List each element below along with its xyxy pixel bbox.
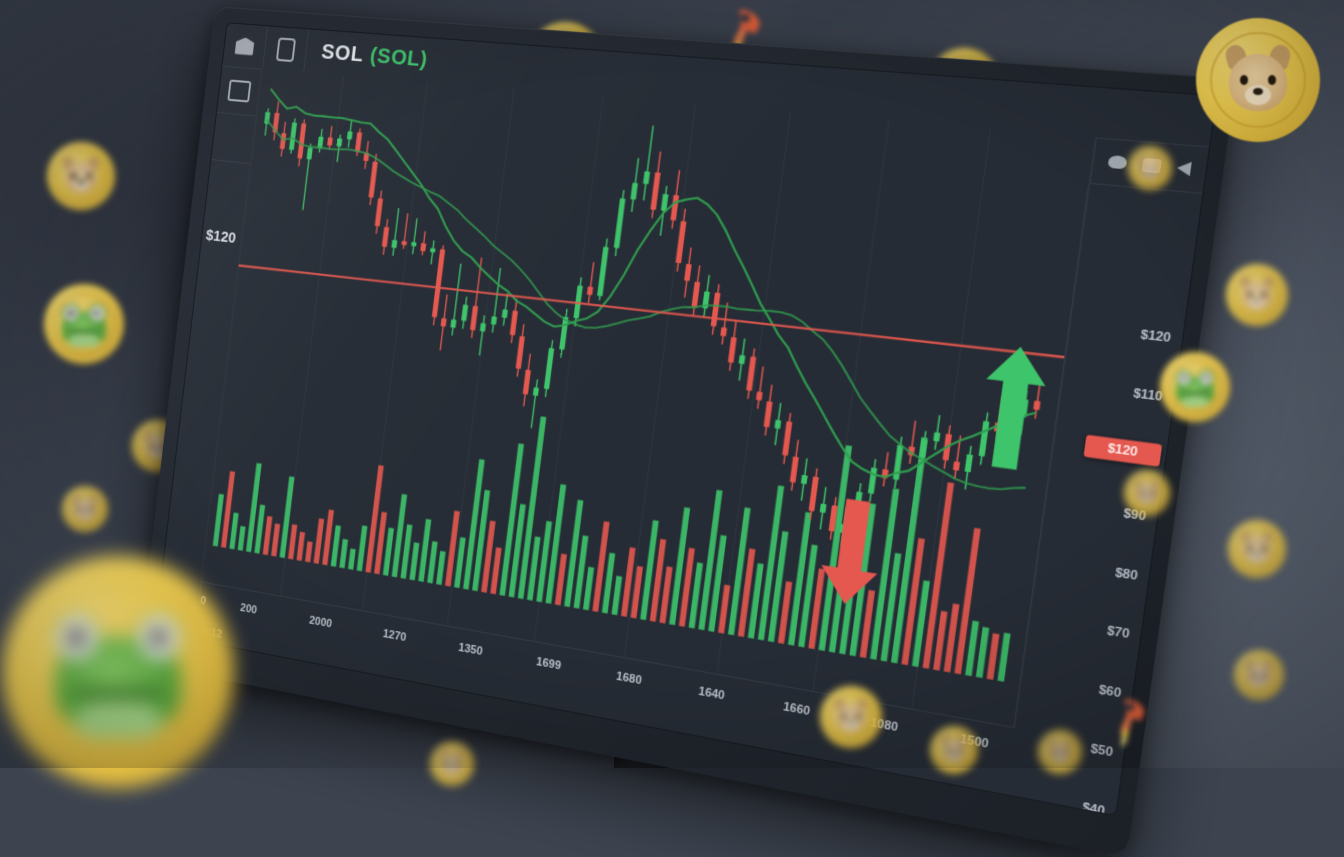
monitor-screen: SOL (SOL) $120 bbox=[155, 23, 1217, 816]
doge-face bbox=[1238, 276, 1276, 314]
toolbar-item-bank[interactable] bbox=[222, 23, 269, 69]
doge-coin bbox=[1124, 470, 1170, 516]
time-tick: 200 bbox=[239, 601, 258, 617]
rocket-icon bbox=[1095, 685, 1164, 754]
candlestick-chart bbox=[201, 69, 1096, 728]
symbol-base: SOL bbox=[320, 39, 366, 67]
doge-face bbox=[1239, 531, 1275, 567]
pepe-coin bbox=[44, 284, 124, 364]
doge-face bbox=[1046, 738, 1073, 765]
cloud-icon[interactable] bbox=[1107, 154, 1128, 170]
time-tick: 1699 bbox=[535, 655, 562, 673]
time-tick: 1660 bbox=[782, 700, 811, 719]
price-tick: $70 bbox=[1105, 624, 1131, 643]
doge-coin bbox=[1128, 146, 1172, 190]
doge-coin bbox=[1228, 520, 1286, 578]
doge-coin bbox=[1038, 730, 1082, 774]
doge-face bbox=[438, 750, 465, 777]
pepe-face bbox=[1173, 365, 1216, 408]
rail-item-screen[interactable] bbox=[216, 65, 263, 117]
doge-face bbox=[71, 495, 100, 524]
trading-app: SOL (SOL) $120 bbox=[155, 23, 1217, 816]
bank-icon bbox=[235, 37, 255, 56]
doge-coin bbox=[1226, 264, 1288, 326]
doge-coin bbox=[820, 686, 882, 748]
doge-face bbox=[939, 735, 969, 765]
doge-face bbox=[1220, 42, 1297, 119]
time-tick: 2000 bbox=[308, 614, 333, 631]
doge-coin bbox=[1234, 650, 1284, 700]
toolbar-item-lock[interactable] bbox=[262, 26, 310, 73]
doge-coin bbox=[47, 142, 115, 210]
pepe-coin bbox=[1160, 352, 1230, 422]
screen-icon bbox=[227, 78, 252, 103]
lock-icon bbox=[275, 36, 296, 62]
time-tick: 1680 bbox=[615, 670, 643, 688]
doge-face bbox=[832, 698, 870, 736]
doge-face bbox=[1244, 659, 1275, 691]
pepe-coin bbox=[2, 556, 234, 788]
price-tick: $40 bbox=[1081, 800, 1106, 816]
rail-item-candle[interactable] bbox=[211, 112, 257, 165]
pepe-face bbox=[46, 600, 190, 744]
speaker-icon[interactable] bbox=[1175, 160, 1192, 176]
doge-coin bbox=[430, 742, 474, 786]
doge-face bbox=[1136, 154, 1163, 181]
price-marker-badge[interactable]: $120 bbox=[1083, 434, 1163, 467]
monitor-perspective-wrapper: SOL (SOL) $120 bbox=[137, 6, 1237, 857]
price-tick: $110 bbox=[1132, 387, 1164, 405]
chart-plot-area[interactable] bbox=[201, 69, 1096, 728]
time-tick: 1350 bbox=[457, 641, 484, 659]
time-tick: 1270 bbox=[382, 627, 407, 645]
doge-face bbox=[60, 155, 102, 197]
time-tick: 1640 bbox=[697, 684, 726, 703]
doge-face bbox=[1133, 479, 1162, 508]
doge-coin bbox=[1196, 18, 1320, 142]
computer-monitor: SOL (SOL) $120 bbox=[137, 6, 1237, 857]
price-tick: $50 bbox=[1089, 741, 1114, 760]
doge-coin bbox=[62, 486, 108, 532]
price-tick: $120 bbox=[1139, 327, 1172, 346]
doge-coin bbox=[930, 726, 978, 774]
symbol-quote: (SOL) bbox=[368, 43, 430, 72]
pepe-face bbox=[59, 299, 109, 349]
price-tick: $80 bbox=[1114, 565, 1139, 584]
rail-price-label: $120 bbox=[204, 226, 237, 248]
